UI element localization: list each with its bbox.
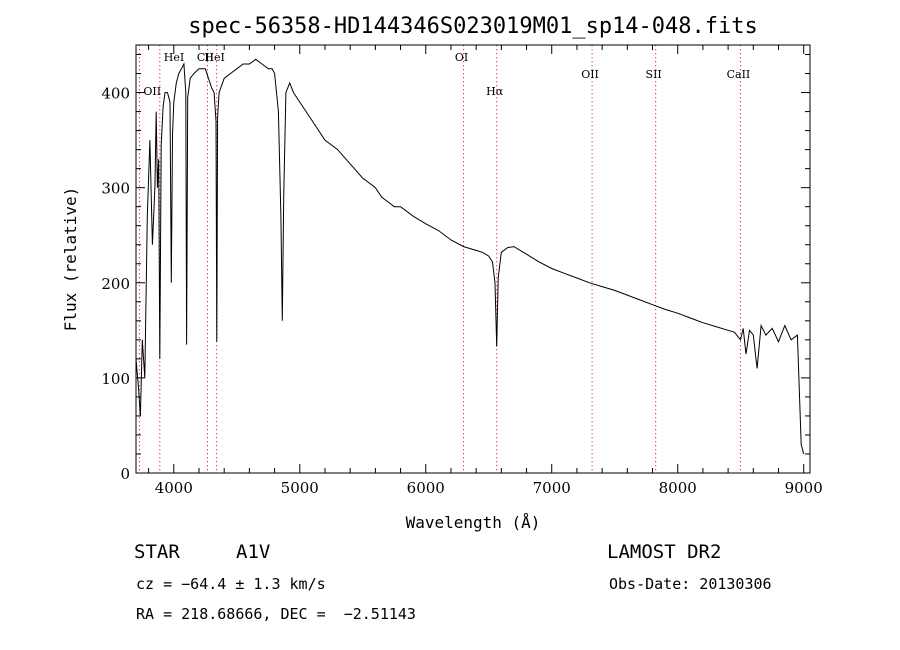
x-tick-label: 9000: [785, 479, 823, 497]
marker-label: HeI: [204, 51, 224, 64]
marker-label: OI: [455, 51, 468, 64]
y-tick-label: 100: [101, 370, 130, 388]
y-axis-label: Flux (relative): [61, 187, 80, 332]
marker-label: OII: [143, 85, 161, 98]
x-tick-label: 5000: [281, 479, 319, 497]
obs-date-label: Obs-Date: 20130306: [609, 575, 772, 593]
chart-title: spec-56358-HD144346S023019M01_sp14-048.f…: [188, 14, 758, 39]
x-tick-label: 8000: [659, 479, 697, 497]
marker-label: SII: [646, 68, 662, 81]
y-tick-label: 400: [101, 85, 130, 103]
y-tick-label: 0: [120, 465, 130, 483]
plot-frame: [135, 44, 811, 474]
x-tick-label: 7000: [533, 479, 571, 497]
marker-label: HeI: [164, 51, 184, 64]
marker-label: CaII: [727, 68, 751, 81]
object-subclass: A1V: [236, 541, 271, 563]
spectrum-line: [135, 58, 805, 455]
survey-label: LAMOST DR2: [607, 541, 722, 563]
y-tick-label: 200: [101, 275, 130, 293]
marker-label: OII: [581, 68, 599, 81]
marker-label: CII: [197, 51, 214, 64]
redshift-label: cz = −64.4 ± 1.3 km/s: [136, 575, 326, 593]
x-tick-label: 4000: [155, 479, 193, 497]
marker-label: Hα: [486, 85, 504, 98]
y-tick-label: 300: [101, 180, 130, 198]
x-axis-label: Wavelength (Å): [406, 513, 541, 532]
x-tick-label: 6000: [407, 479, 445, 497]
coordinates-label: RA = 218.68666, DEC = −2.51143: [136, 605, 416, 623]
object-type: STAR: [134, 541, 180, 563]
